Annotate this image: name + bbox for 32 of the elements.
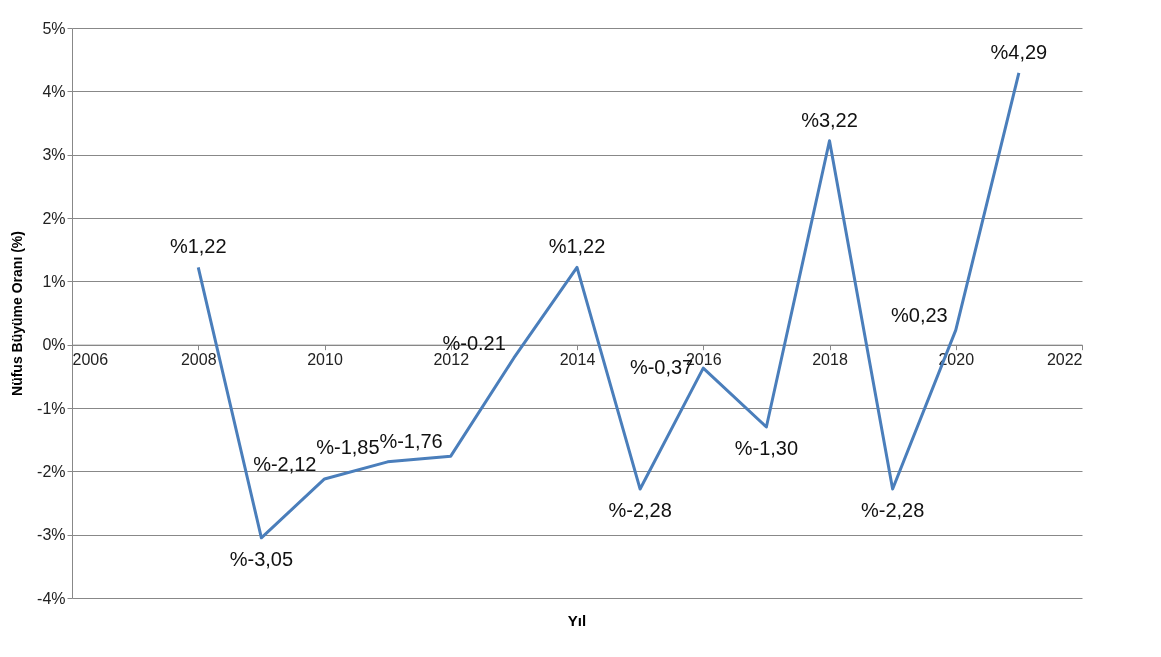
x-tick-label: 2010 <box>307 351 343 369</box>
data-label: %4,29 <box>990 40 1048 63</box>
y-tick-label: 4% <box>42 82 66 100</box>
y-tick-label: -2% <box>37 462 66 480</box>
data-label: %-2,28 <box>608 499 672 522</box>
y-tick-label: -3% <box>37 526 66 544</box>
data-label: %-1,30 <box>734 437 799 459</box>
y-tick-label: -1% <box>37 399 66 417</box>
y-tick-label: 1% <box>42 272 66 290</box>
y-axis-title: Nüfus Büyüme Oranı (%) <box>9 231 26 396</box>
x-tick-label: 2012 <box>433 351 470 369</box>
x-tick-label: 2008 <box>180 351 217 369</box>
y-tick-label: 2% <box>42 209 66 227</box>
x-tick-label: 2014 <box>559 351 596 369</box>
x-tick-label: 2018 <box>812 351 848 369</box>
x-tick-label: 2022 <box>1046 351 1083 369</box>
data-label: %-1,76 <box>379 430 443 453</box>
data-label: %-2,28 <box>860 499 925 522</box>
x-axis-title: Yıl <box>567 612 587 629</box>
y-tick-label: 5% <box>42 19 66 37</box>
data-label: %1,22 <box>169 235 227 258</box>
data-label: %-3,05 <box>229 547 294 570</box>
y-tick-label: 0% <box>42 336 66 354</box>
data-label: %0,23 <box>891 304 948 327</box>
y-tick-label: -4% <box>37 589 66 607</box>
data-label: %-1,85 <box>316 435 380 458</box>
data-label: %1,22 <box>548 235 606 258</box>
x-tick-label: 2006 <box>72 351 109 369</box>
data-label: %-0.21 <box>442 331 506 354</box>
data-label: %-2,12 <box>253 452 317 475</box>
y-tick-label: 3% <box>42 146 66 164</box>
data-label: %3,22 <box>801 108 858 131</box>
